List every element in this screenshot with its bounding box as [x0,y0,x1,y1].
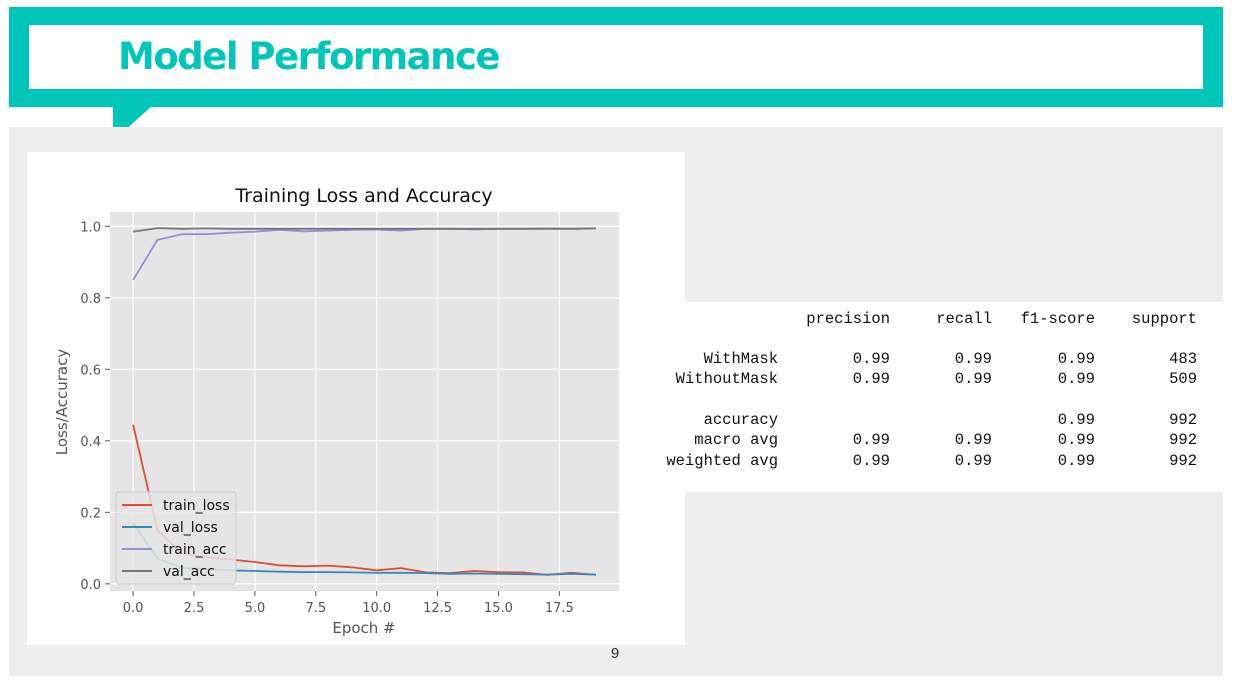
y-tick-label: 0.6 [80,363,101,378]
y-axis-label: Loss/Accuracy [53,349,71,456]
report-cell-recall: 0.99 [954,452,992,470]
report-row-label: weighted avg [666,452,778,470]
chart-panel: 0.0 2.5 5.0 7.5 10.0 12.5 15.0 17.5 0.0 0.2 0.4 0.… [27,152,685,645]
report-cell-precision: 0.99 [852,431,890,449]
training-chart: 0.0 2.5 5.0 7.5 10.0 12.5 15.0 17.5 0.00.20.40.… [53,185,619,637]
page-number: 9 [610,645,620,662]
chart-legend: train_loss val_loss train_acc val_acc [115,491,237,585]
report-cell-precision: 0.99 [852,452,890,470]
legend-label: train_acc [163,542,227,558]
series-line-val-acc [132,227,596,233]
report-row-label: macro avg [694,431,778,449]
report-column-header: support [1131,310,1197,328]
report-cell-support: 483 [1169,350,1197,368]
title-banner: Model Performance [9,7,1223,107]
y-tick-label: 0.8 [80,292,101,307]
report-cell-f1-score: 0.99 [1057,452,1095,470]
report-cell-support: 992 [1169,431,1197,449]
report-column-header: f1-score [1020,310,1095,328]
report-cell-recall: 0.99 [954,350,992,368]
report-column-header: precision [806,310,890,328]
y-tick-label: 0.4 [80,435,101,450]
report-cell-recall: 0.99 [954,431,992,449]
x-tick-label: 2.5 [184,601,205,616]
chart-title: Training Loss and Accuracy [234,185,492,207]
report-row-label: WithoutMask [675,370,778,388]
report-cell-precision: 0.99 [852,370,890,388]
x-tick-label: 7.5 [305,601,326,616]
slide-title: Model Performance [118,35,501,78]
x-axis-label: Epoch # [332,619,395,637]
report-row-label: WithMask [703,350,778,368]
x-tick-label: 0.0 [123,601,144,616]
report-cell-f1-score: 0.99 [1057,370,1095,388]
report-cell-support: 509 [1169,370,1197,388]
report-column-header: recall [936,310,992,328]
legend-label: val_loss [163,520,218,536]
x-tick-label: 17.5 [545,601,574,616]
x-tick-label: 15.0 [484,601,513,616]
legend-label: train_loss [163,498,230,514]
report-cell-precision: 0.99 [852,350,890,368]
chart-grid [110,212,619,591]
report-cell-recall: 0.99 [954,370,992,388]
classification-report: precision recall f1-score support WithMask 0.… [640,302,1223,492]
report-cell-support: 992 [1169,411,1197,429]
report-cell-support: 992 [1169,452,1197,470]
title-box: Model Performance [29,25,1203,89]
x-tick-label: 12.5 [423,601,452,616]
report-row-label: accuracy [703,411,778,429]
report-cell-f1-score: 0.99 [1057,411,1095,429]
report-cell-f1-score: 0.99 [1057,350,1095,368]
x-axis-ticks: 0.0 2.5 5.0 7.5 10.0 12.5 15.0 17.5 [123,591,574,616]
x-tick-label: 10.0 [362,601,391,616]
y-tick-label: 0.0 [80,578,101,593]
report-cell-f1-score: 0.99 [1057,431,1095,449]
y-tick-label: 1.0 [80,220,101,235]
classification-report-panel: precision recall f1-score support WithMask 0.… [640,302,1223,492]
y-axis-ticks: 0.0 0.2 0.4 0.6 0.8 1.0 [80,220,110,593]
legend-label: val_acc [163,564,215,580]
x-tick-label: 5.0 [245,601,266,616]
legend-box [115,491,237,585]
y-tick-label: 0.2 [80,506,101,521]
